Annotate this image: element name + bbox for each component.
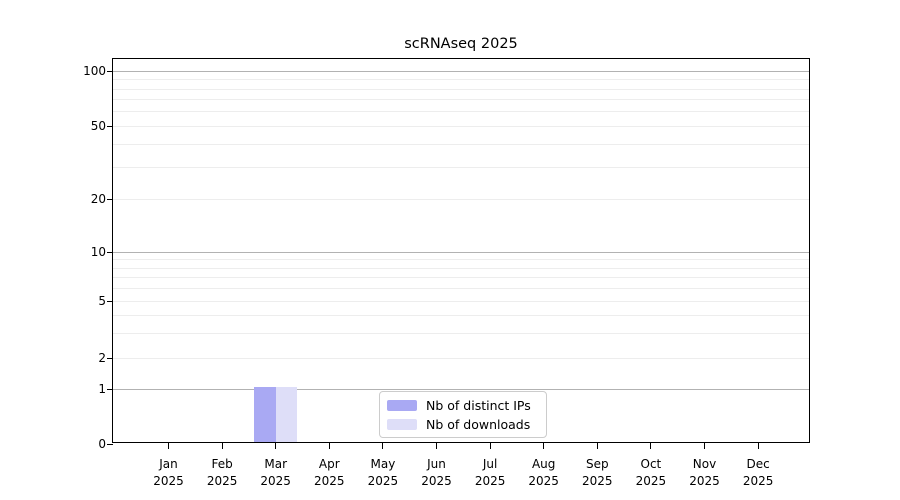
y-tick-label-20: 20 <box>90 192 106 206</box>
y-gridline-6 <box>113 288 809 289</box>
y-tick-label-100: 100 <box>83 64 106 78</box>
x-tick-mark-oct <box>650 443 652 449</box>
x-tick-label-sep: Sep 2025 <box>582 457 613 488</box>
x-tick-label-jul: Jul 2025 <box>474 457 506 488</box>
y-tick-mark-2 <box>107 357 113 359</box>
legend-label: Nb of downloads <box>426 417 531 432</box>
y-gridline-3 <box>113 333 809 334</box>
legend-item-1: Nb of downloads <box>387 415 539 434</box>
y-gridline-10 <box>113 252 809 253</box>
x-tick-mark-jun <box>435 443 438 449</box>
y-tick-mark-1 <box>107 388 113 390</box>
legend-swatch-icon <box>387 419 417 430</box>
x-tick-mark-feb <box>221 443 223 449</box>
y-tick-mark-50 <box>107 125 113 127</box>
x-tick-mark-dec <box>757 443 759 449</box>
plot-area: 100 50 20 10 5 2 1 0 Jan 2025 Feb 2025 Mar 2025 Apr 20… <box>83 58 810 488</box>
y-gridline-4 <box>113 315 809 316</box>
x-tick-mark-mar <box>275 443 277 449</box>
y-tick-mark-0 <box>107 443 113 445</box>
y-tick-label-1: 1 <box>98 382 106 396</box>
y-tick-label-0: 0 <box>98 437 106 451</box>
legend-item-0: Nb of distinct IPs <box>387 396 539 415</box>
x-tick-mark-jul <box>489 443 491 449</box>
y-tick-mark-10 <box>107 251 113 253</box>
y-gridline-100 <box>113 71 809 72</box>
x-tick-label-feb: Feb 2025 <box>206 457 238 488</box>
y-gridline-30 <box>113 167 809 168</box>
legend: Nb of distinct IPs Nb of downloads <box>379 391 547 438</box>
y-gridline-70 <box>113 99 809 100</box>
x-tick-label-dec: Dec 2025 <box>742 457 774 488</box>
y-tick-label-5: 5 <box>98 294 106 308</box>
bar-mar-downloads <box>275 387 298 442</box>
y-gridline-40 <box>113 144 809 145</box>
y-tick-label-2: 2 <box>98 351 106 365</box>
y-gridline-8 <box>113 268 809 269</box>
legend-swatch-icon <box>387 400 417 411</box>
bar-mar-distinct-ips <box>254 387 276 442</box>
x-tick-mark-may <box>382 443 384 449</box>
y-gridline-5 <box>113 301 809 302</box>
x-tick-label-may: May 2025 <box>367 457 399 488</box>
y-tick-label-50: 50 <box>90 119 106 133</box>
x-tick-label-jan: Jan 2025 <box>153 457 184 488</box>
y-gridline-2 <box>113 358 809 359</box>
y-gridline-50 <box>113 126 809 127</box>
x-tick-label-mar: Mar 2025 <box>260 457 291 488</box>
x-tick-mark-apr <box>328 443 330 449</box>
x-tick-label-apr: Apr 2025 <box>314 457 345 488</box>
y-tick-mark-100 <box>107 70 113 72</box>
y-gridline-20 <box>113 199 809 200</box>
x-tick-label-jun: Jun 2025 <box>421 457 452 488</box>
x-tick-label-oct: Oct 2025 <box>635 457 667 488</box>
x-tick-label-aug: Aug 2025 <box>528 457 559 488</box>
y-tick-mark-5 <box>107 300 113 302</box>
x-tick-mark-nov <box>703 443 706 449</box>
y-gridline-60 <box>113 111 809 112</box>
y-gridline-90 <box>113 79 809 80</box>
y-gridline-80 <box>113 89 809 90</box>
y-tick-label-10: 10 <box>90 245 106 259</box>
x-tick-mark-jan <box>167 443 170 449</box>
y-gridline-9 <box>113 259 809 260</box>
y-gridline-7 <box>113 277 809 278</box>
x-tick-mark-aug <box>543 443 545 449</box>
y-gridline-1 <box>113 389 809 390</box>
chart-title: scRNAseq 2025 <box>404 36 518 52</box>
y-tick-mark-20 <box>107 198 113 200</box>
x-tick-mark-sep <box>596 443 598 449</box>
x-tick-label-nov: Nov 2025 <box>689 457 720 488</box>
legend-label: Nb of distinct IPs <box>426 398 531 413</box>
